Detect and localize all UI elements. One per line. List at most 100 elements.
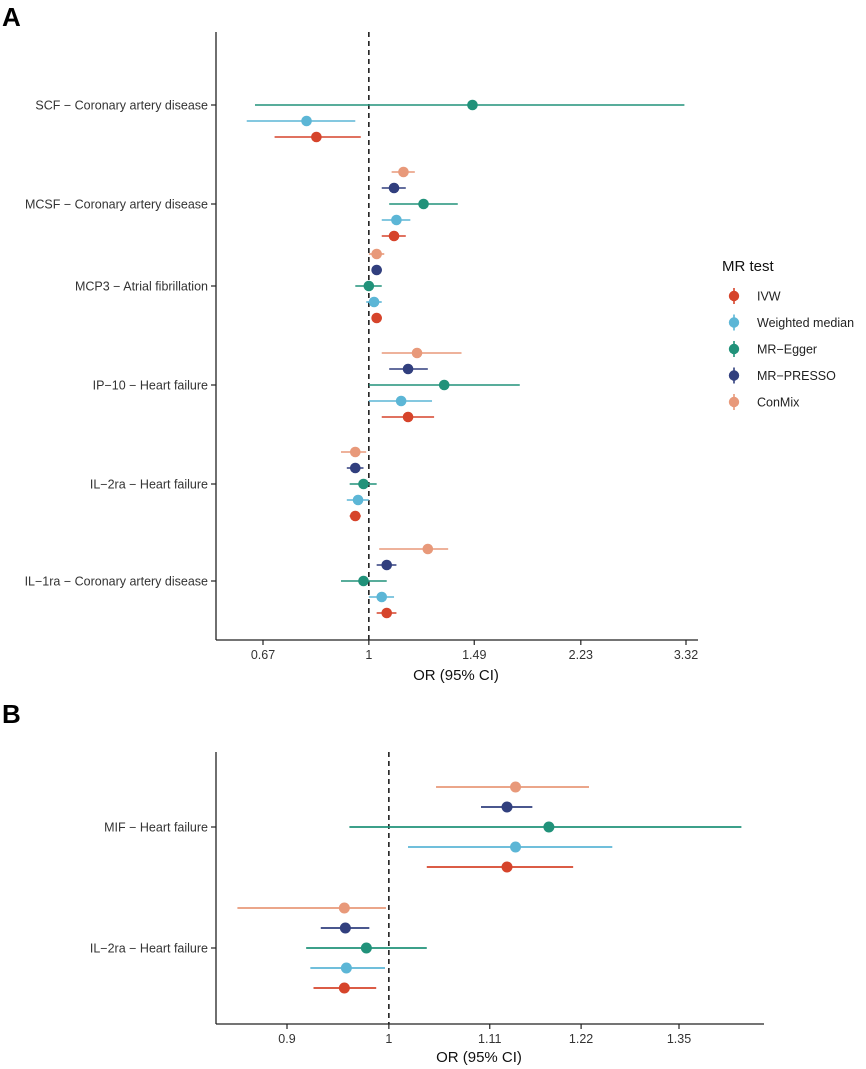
panel-a-estimate-il-2ra-heart-failure-mr-egger [349, 478, 377, 490]
panel-a-estimate-mcsf-coronary-artery-disease-ivw [381, 230, 406, 242]
legend-key-point [728, 317, 740, 328]
panel-a-estimate-mcsf-coronary-artery-disease-conmix [391, 166, 415, 178]
panel-a-point-mr-egger [358, 478, 369, 490]
panel-a-estimate-mcsf-coronary-artery-disease-weighted-median [381, 214, 411, 226]
panel-b-y-tick-labels: MIF − Heart failure IL−2ra − Heart failur… [90, 821, 208, 956]
panel-a-estimate-ip-10-heart-failure-ivw [381, 411, 435, 423]
panel-a-point-ivw [371, 312, 382, 324]
panel-a-estimate-il-1ra-coronary-artery-disease-mr-presso [376, 559, 397, 571]
panel-a-point-conmix [411, 347, 423, 359]
panel-b-point-ivw [501, 861, 513, 873]
panel-b-x-tick-label: 1.11 [478, 1032, 501, 1046]
panel-b-point-mr-presso [501, 801, 513, 813]
panel-a-estimate-il-2ra-heart-failure-mr-presso [346, 462, 364, 474]
panel-b-estimate-mif-heart-failure-mr-presso [481, 801, 533, 813]
panel-a-y-tick-label-scf-coronary-artery-disease: SCF − Coronary artery disease [35, 99, 208, 113]
panel-a-axes [211, 32, 698, 645]
panel-a-estimate-scf-coronary-artery-disease-mr-egger [254, 99, 685, 111]
panel-a-y-tick-labels: SCF − Coronary artery disease MCSF − Coro… [25, 99, 208, 589]
panel-a-point-weighted-median [301, 115, 312, 127]
panel-b-marks [237, 781, 742, 994]
legend-item-weighted-median: Weighted median [728, 314, 854, 331]
panel-a-plot: SCF − Coronary artery disease MCSF − Coro… [25, 32, 698, 684]
panel-a-point-mr-presso [349, 462, 361, 474]
panel-a-y-tick-label-mcp3-atrial-fibrillation: MCP3 − Atrial fibrillation [75, 280, 208, 294]
panel-a-estimate-il-2ra-heart-failure-ivw [349, 510, 361, 522]
panel-a-estimate-il-2ra-heart-failure-conmix [341, 446, 367, 458]
legend-item-mr-presso: MR−PRESSO [728, 367, 836, 384]
panel-b-y-tick-label-il-2ra-heart-failure: IL−2ra − Heart failure [90, 942, 208, 956]
panel-a-point-weighted-median [391, 214, 402, 226]
panel-a-estimate-scf-coronary-artery-disease-ivw [274, 131, 361, 143]
panel-a-point-mr-egger [363, 280, 375, 292]
panel-a-estimate-ip-10-heart-failure-mr-presso [389, 363, 428, 375]
panel-a-estimate-il-1ra-coronary-artery-disease-ivw [376, 607, 397, 619]
panel-a-x-tick-label: 0.67 [251, 648, 275, 662]
panel-a-point-conmix [371, 248, 382, 260]
panel-a-point-conmix [422, 543, 434, 555]
panel-b-point-ivw [338, 982, 350, 994]
legend-key-point [728, 370, 740, 381]
legend-key-point [728, 396, 740, 408]
legend-key-point [728, 290, 740, 302]
panel-a-estimate-scf-coronary-artery-disease-weighted-median [246, 115, 356, 127]
legend-label: MR−Egger [757, 343, 817, 357]
panel-a-point-conmix [398, 166, 409, 178]
panel-a-estimate-mcp3-atrial-fibrillation-mr-egger [355, 280, 382, 292]
panel-b-x-tick-label: 1.35 [667, 1032, 691, 1046]
panel-a-point-ivw [402, 411, 414, 423]
panel-a-point-ivw [388, 230, 400, 242]
panel-a-point-weighted-median [368, 296, 380, 308]
panel-b-estimate-il-2ra-heart-failure-mr-presso [320, 922, 370, 934]
panel-a-estimate-ip-10-heart-failure-weighted-median [368, 395, 433, 407]
legend-label: ConMix [757, 396, 800, 410]
panel-a-x-tick-labels: 0.67 1 1.49 2.23 3.32 [251, 648, 698, 662]
panel-b-estimate-mif-heart-failure-mr-egger [349, 821, 742, 833]
panel-b-point-conmix [338, 902, 350, 914]
panel-b-estimate-il-2ra-heart-failure-weighted-median [310, 962, 385, 974]
panel-b-x-tick-label: 1 [385, 1032, 392, 1046]
panel-a-x-tick-label: 3.32 [674, 648, 698, 662]
panel-b-estimate-il-2ra-heart-failure-conmix [237, 902, 386, 914]
panel-b-x-tick-label: 0.9 [278, 1032, 295, 1046]
panel-a-point-weighted-median [352, 494, 364, 506]
legend-items: IVW Weighted median MR−Egger MR−PRESSO ConMi… [728, 288, 854, 410]
panel-b-estimate-mif-heart-failure-conmix [436, 781, 590, 793]
panel-a-point-mr-egger [467, 99, 478, 111]
panel-b-point-mr-egger [360, 942, 372, 954]
panel-a-point-mr-presso [402, 363, 414, 375]
legend-label: Weighted median [757, 316, 854, 330]
panel-a-y-tick-label-il-1ra-coronary-artery-disease: IL−1ra − Coronary artery disease [25, 575, 208, 589]
panel-b-point-conmix [510, 781, 522, 793]
panel-b-estimate-il-2ra-heart-failure-mr-egger [306, 942, 427, 954]
panel-a-y-tick-label-mcsf-coronary-artery-disease: MCSF − Coronary artery disease [25, 198, 208, 212]
legend-title: MR test [722, 258, 775, 275]
panel-b-y-tick-label-mif-heart-failure: MIF − Heart failure [104, 821, 208, 835]
panel-b-axes [211, 752, 764, 1029]
panel-a-estimate-il-1ra-coronary-artery-disease-weighted-median [368, 591, 395, 603]
panel-a-point-mr-presso [371, 264, 382, 276]
panel-a-estimate-il-1ra-coronary-artery-disease-mr-egger [341, 575, 387, 587]
panel-a-marks [246, 99, 685, 619]
panel-a-point-mr-presso [388, 182, 400, 194]
panel-b-point-mr-presso [339, 922, 351, 934]
panel-a-estimate-il-2ra-heart-failure-weighted-median [346, 494, 369, 506]
panel-b-point-weighted-median [340, 962, 352, 974]
legend-key-point [728, 343, 740, 355]
panel-a-x-axis-title: OR (95% CI) [413, 667, 499, 684]
panel-a-point-ivw [311, 131, 322, 143]
legend-item-conmix: ConMix [728, 394, 800, 410]
panel-a-x-tick-label: 1 [365, 648, 372, 662]
legend-item-ivw: IVW [728, 288, 781, 304]
panel-a-point-weighted-median [395, 395, 407, 407]
panel-b-estimate-mif-heart-failure-weighted-median [408, 841, 613, 853]
panel-a-estimate-mcsf-coronary-artery-disease-mr-presso [381, 182, 406, 194]
panel-b-estimate-mif-heart-failure-ivw [426, 861, 574, 873]
panel-a-x-tick-label: 1.49 [462, 648, 486, 662]
panel-a-estimate-mcp3-atrial-fibrillation-ivw [371, 312, 382, 324]
legend: MR test IVW Weighted median MR−Egger MR−PRE… [722, 258, 854, 410]
panel-a-estimate-mcp3-atrial-fibrillation-weighted-median [366, 296, 382, 308]
panel-a-point-mr-egger [438, 379, 450, 391]
